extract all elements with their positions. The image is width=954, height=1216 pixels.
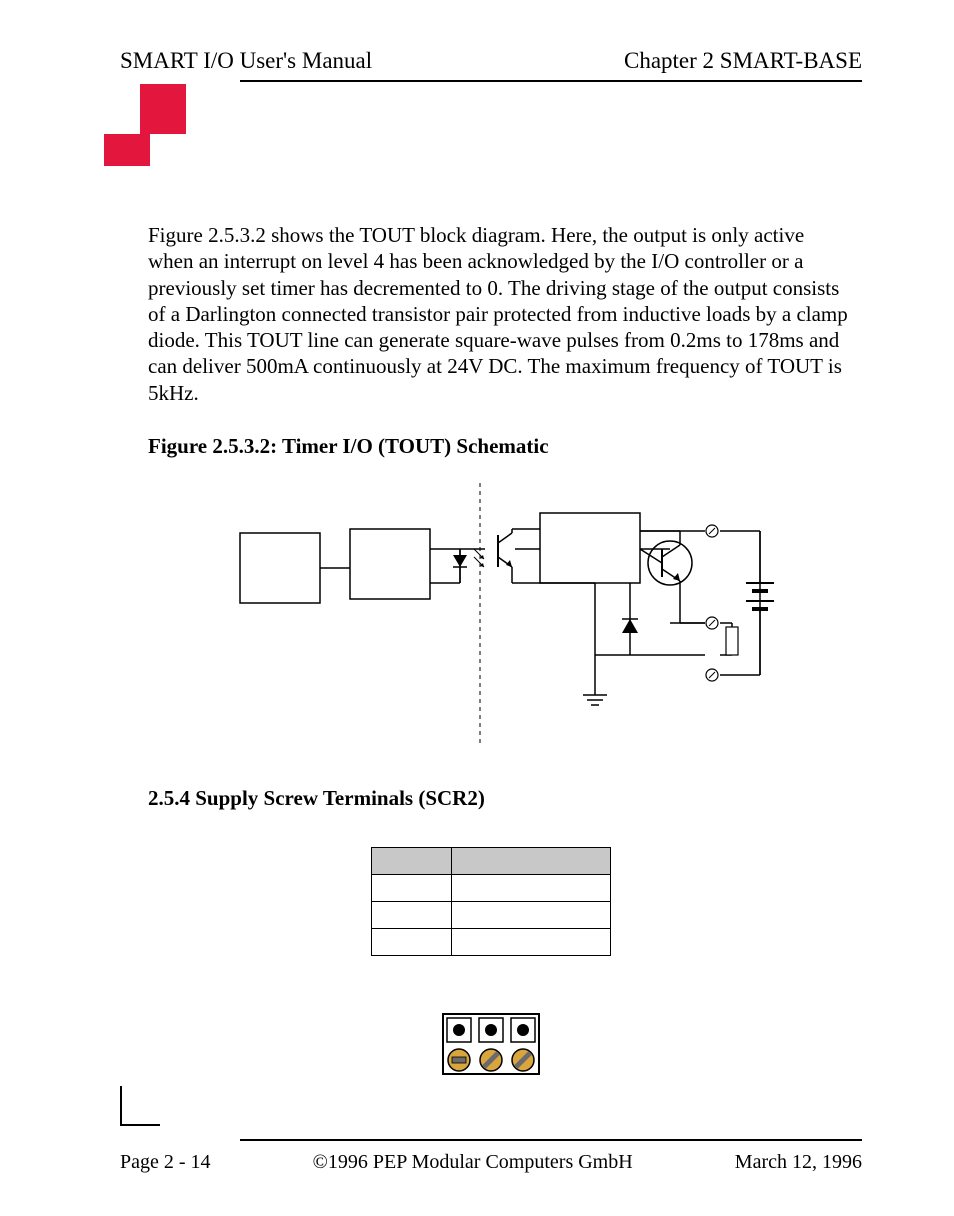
schematic-diagram <box>180 483 862 758</box>
table-header-cell <box>451 847 610 874</box>
table-cell <box>372 901 452 928</box>
footer-page: Page 2 - 14 <box>120 1151 211 1174</box>
table-cell <box>372 874 452 901</box>
page-header: SMART I/O User's Manual Chapter 2 SMART-… <box>120 48 862 74</box>
corner-mark-icon <box>120 1086 160 1126</box>
header-left: SMART I/O User's Manual <box>120 48 372 74</box>
section-title: 2.5.4 Supply Screw Terminals (SCR2) <box>148 786 862 811</box>
header-rule <box>240 80 862 82</box>
body-paragraph: Figure 2.5.3.2 shows the TOUT block diag… <box>148 222 852 406</box>
page: SMART I/O User's Manual Chapter 2 SMART-… <box>0 0 954 1216</box>
scr2-table <box>371 847 611 956</box>
footer-copyright: ©1996 PEP Modular Computers GmbH <box>313 1151 633 1174</box>
table-cell <box>451 874 610 901</box>
figure-title: Figure 2.5.3.2: Timer I/O (TOUT) Schemat… <box>148 434 862 459</box>
table-cell <box>451 928 610 955</box>
footer-date: March 12, 1996 <box>735 1151 862 1174</box>
logo-icon <box>104 84 186 166</box>
terminal-block-figure <box>120 1010 862 1085</box>
table-cell <box>372 928 452 955</box>
table-header-cell <box>372 847 452 874</box>
table-cell <box>451 901 610 928</box>
header-right: Chapter 2 SMART-BASE <box>624 48 862 74</box>
footer-rule <box>240 1139 862 1141</box>
page-footer: Page 2 - 14 ©1996 PEP Modular Computers … <box>120 1139 862 1174</box>
